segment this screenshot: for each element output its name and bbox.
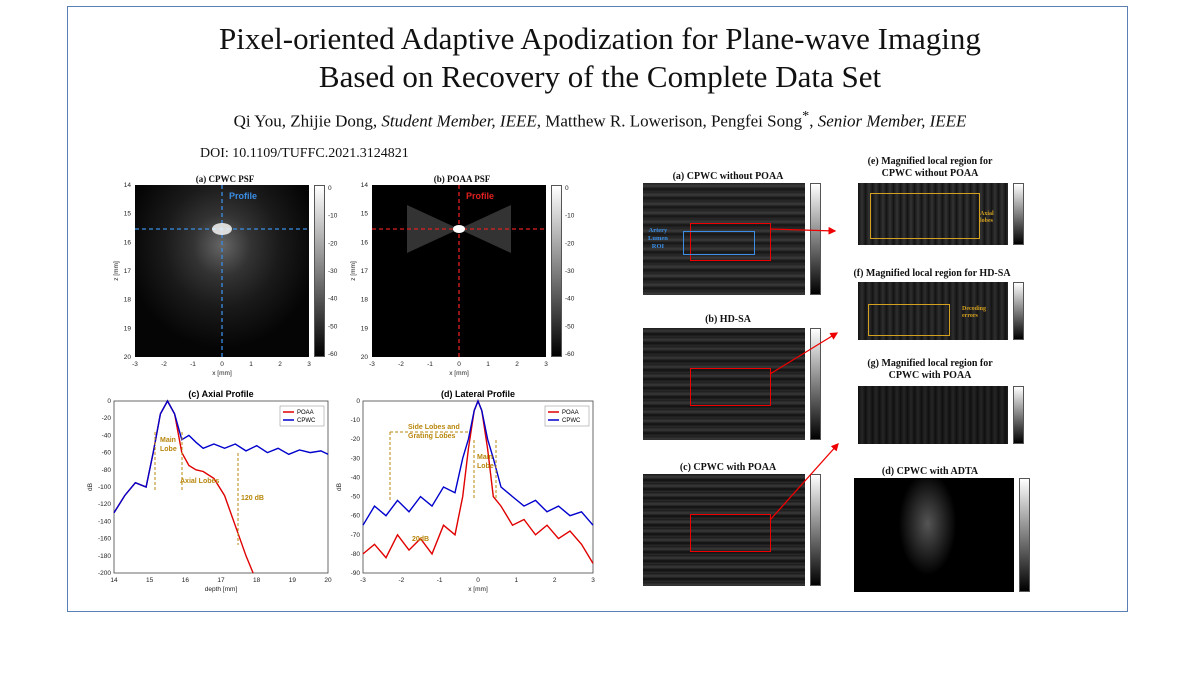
colorbar-poaa-psf bbox=[551, 185, 562, 357]
colorbar-r-b bbox=[810, 328, 821, 440]
profile-label-red: Profile bbox=[466, 191, 495, 201]
authors-part: , bbox=[809, 111, 818, 131]
authors-title: Senior Member, IEEE bbox=[817, 111, 967, 131]
colorbar-r-c bbox=[810, 474, 821, 586]
us-image-f: Decoding errors bbox=[858, 282, 1008, 340]
roi-box-orange bbox=[870, 193, 980, 239]
colorbar-r-f bbox=[1013, 282, 1024, 340]
panel-title-r-f: (f) Magnified local region for HD-SA bbox=[853, 268, 1011, 279]
panel-title-r-g: (g) Magnified local region for CPWC with … bbox=[840, 358, 1020, 382]
decoding-label-1: Decoding bbox=[962, 306, 986, 312]
axial-lobes-label-2: lobes bbox=[980, 218, 994, 224]
authors: Qi You, Zhijie Dong, Student Member, IEE… bbox=[0, 108, 1200, 132]
decoding-label: Decoding errors bbox=[962, 306, 986, 320]
roi-box-red bbox=[690, 223, 771, 261]
roi-box-red bbox=[690, 514, 771, 552]
panel-title-r-e-1: (e) Magnified local region for bbox=[867, 156, 993, 167]
artery-label-2: Lumen bbox=[648, 235, 668, 242]
roi-box-red bbox=[690, 368, 771, 406]
artery-label-1: Artery bbox=[648, 227, 668, 234]
decoding-label-2: errors bbox=[962, 313, 978, 319]
panel-title-r-e: (e) Magnified local region for CPWC witho… bbox=[840, 156, 1020, 180]
psf-overlay-cpwc bbox=[135, 185, 309, 357]
axial-lobes-label: Axial lobes bbox=[980, 211, 994, 225]
us-image-e: Axial lobes bbox=[858, 183, 1008, 245]
psf-image-cpwc: Profile bbox=[135, 185, 309, 357]
profile-label-blue: Profile bbox=[229, 191, 258, 201]
panel-title-poaa-psf: (b) POAA PSF bbox=[433, 174, 491, 184]
roi-box-orange bbox=[868, 304, 950, 336]
paper-title-line1: Pixel-oriented Adaptive Apodization for … bbox=[219, 21, 981, 56]
axial-lobes-label-1: Axial bbox=[980, 211, 994, 217]
us-image-d bbox=[854, 478, 1014, 592]
roi-box-blue bbox=[683, 231, 755, 255]
authors-title: Student Member, IEEE bbox=[381, 111, 537, 131]
colorbar-cpwc-psf bbox=[314, 185, 325, 357]
us-image-g bbox=[858, 386, 1008, 444]
panel-title-r-g-1: (g) Magnified local region for bbox=[867, 358, 993, 369]
colorbar-r-e bbox=[1013, 183, 1024, 245]
colorbar-r-a bbox=[810, 183, 821, 295]
panel-title-cpwc-psf: (a) CPWC PSF bbox=[195, 174, 255, 184]
panel-title-r-c: (c) CPWC with POAA bbox=[679, 462, 777, 473]
panel-title-r-e-2: CPWC without POAA bbox=[881, 168, 979, 179]
panel-title-r-d: (d) CPWC with ADTA bbox=[881, 466, 979, 477]
authors-part: Qi You, Zhijie Dong, bbox=[233, 111, 382, 131]
psf-image-poaa: Profile bbox=[372, 185, 546, 357]
authors-star: * bbox=[802, 108, 810, 124]
colorbar-r-d bbox=[1019, 478, 1030, 592]
doi: DOI: 10.1109/TUFFC.2021.3124821 bbox=[200, 146, 409, 161]
psf-overlay-poaa bbox=[372, 185, 546, 357]
colorbar-r-g bbox=[1013, 386, 1024, 444]
panel-title-r-g-2: CPWC with POAA bbox=[888, 370, 972, 381]
us-image-b bbox=[643, 328, 805, 440]
us-image-c bbox=[643, 474, 805, 586]
panel-title-r-a: (a) CPWC without POAA bbox=[672, 171, 784, 182]
artery-label: Artery Lumen ROI bbox=[648, 227, 668, 251]
authors-part: , Matthew R. Lowerison, Pengfei Song bbox=[536, 111, 803, 131]
artery-label-3: ROI bbox=[651, 243, 665, 250]
panel-title-r-b: (b) HD-SA bbox=[705, 314, 751, 325]
us-image-a: Artery Lumen ROI bbox=[643, 183, 805, 295]
paper-title-line2: Based on Recovery of the Complete Data S… bbox=[318, 59, 882, 94]
